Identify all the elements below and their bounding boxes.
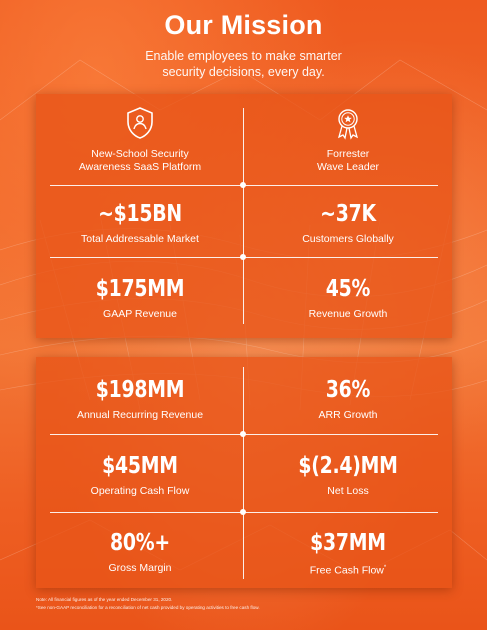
- customers-stat: ~37K Customers Globally: [244, 201, 452, 246]
- customers-value: ~37K: [320, 201, 376, 227]
- top-stats-panel: New-School Security Awareness SaaS Platf…: [36, 94, 452, 338]
- net-loss-stat: $(2.4)MM Net Loss: [244, 453, 452, 498]
- divider-dot: [240, 182, 246, 188]
- page-title: Our Mission: [164, 10, 323, 40]
- forrester-cell: Forrester Wave Leader: [244, 106, 452, 174]
- subtitle-line-2: security decisions, every day.: [162, 65, 325, 79]
- vertical-divider: [243, 108, 244, 324]
- vertical-divider: [243, 367, 244, 579]
- forrester-label-line-2: Wave Leader: [316, 161, 380, 173]
- arr-value: $198MM: [95, 377, 185, 403]
- free-cash-stat: $37MM Free Cash Flow*: [244, 530, 452, 578]
- footnote-2: *See non-GAAP reconciliation for a recon…: [36, 605, 260, 610]
- platform-cell: New-School Security Awareness SaaS Platf…: [36, 106, 244, 174]
- platform-label-line-1: New-School Security: [91, 148, 189, 160]
- revenue-growth-label: Revenue Growth: [308, 308, 388, 320]
- market-value: ~$15BN: [98, 201, 182, 227]
- divider-dot: [240, 509, 246, 515]
- forrester-label: Forrester Wave Leader: [244, 148, 452, 174]
- market-stat: ~$15BN Total Addressable Market: [36, 201, 244, 246]
- revenue-stat: $175MM GAAP Revenue: [36, 276, 244, 321]
- arr-stat: $198MM Annual Recurring Revenue: [36, 377, 244, 422]
- footnotes: Note: All financial figures as of the ye…: [36, 596, 456, 612]
- subtitle-line-1: Enable employees to make smarter: [145, 49, 342, 63]
- operating-cash-label: Operating Cash Flow: [90, 485, 190, 497]
- shield-person-icon: [124, 106, 156, 140]
- award-ribbon-icon: [332, 106, 364, 140]
- arr-label: Annual Recurring Revenue: [76, 409, 204, 421]
- arr-growth-label: ARR Growth: [318, 409, 378, 421]
- footnote-marker: *: [383, 565, 387, 571]
- gross-margin-label: Gross Margin: [108, 562, 172, 574]
- operating-cash-stat: $45MM Operating Cash Flow: [36, 453, 244, 498]
- platform-label: New-School Security Awareness SaaS Platf…: [36, 148, 244, 174]
- customers-label: Customers Globally: [302, 233, 394, 245]
- free-cash-value: $37MM: [310, 530, 386, 556]
- arr-growth-stat: 36% ARR Growth: [244, 377, 452, 422]
- net-loss-label: Net Loss: [327, 485, 369, 497]
- platform-label-line-2: Awareness SaaS Platform: [78, 161, 202, 173]
- footnote-1: Note: All financial figures as of the ye…: [36, 597, 173, 602]
- arr-growth-value: 36%: [325, 377, 371, 403]
- gross-margin-stat: 80%+ Gross Margin: [36, 530, 244, 575]
- bottom-stats-panel: $198MM Annual Recurring Revenue 36% ARR …: [36, 357, 452, 588]
- divider-dot: [240, 431, 246, 437]
- market-label: Total Addressable Market: [81, 233, 199, 245]
- page-subtitle: Enable employees to make smarter securit…: [0, 48, 487, 80]
- revenue-growth-stat: 45% Revenue Growth: [244, 276, 452, 321]
- revenue-growth-value: 45%: [325, 276, 371, 302]
- gross-margin-value: 80%+: [110, 530, 170, 556]
- free-cash-label-row: Free Cash Flow*: [244, 562, 452, 578]
- free-cash-label: Free Cash Flow: [309, 564, 384, 577]
- revenue-value: $175MM: [95, 276, 185, 302]
- net-loss-value: $(2.4)MM: [298, 453, 398, 479]
- forrester-label-line-1: Forrester: [326, 148, 370, 160]
- divider-dot: [240, 254, 246, 260]
- operating-cash-value: $45MM: [102, 453, 178, 479]
- revenue-label: GAAP Revenue: [103, 308, 177, 320]
